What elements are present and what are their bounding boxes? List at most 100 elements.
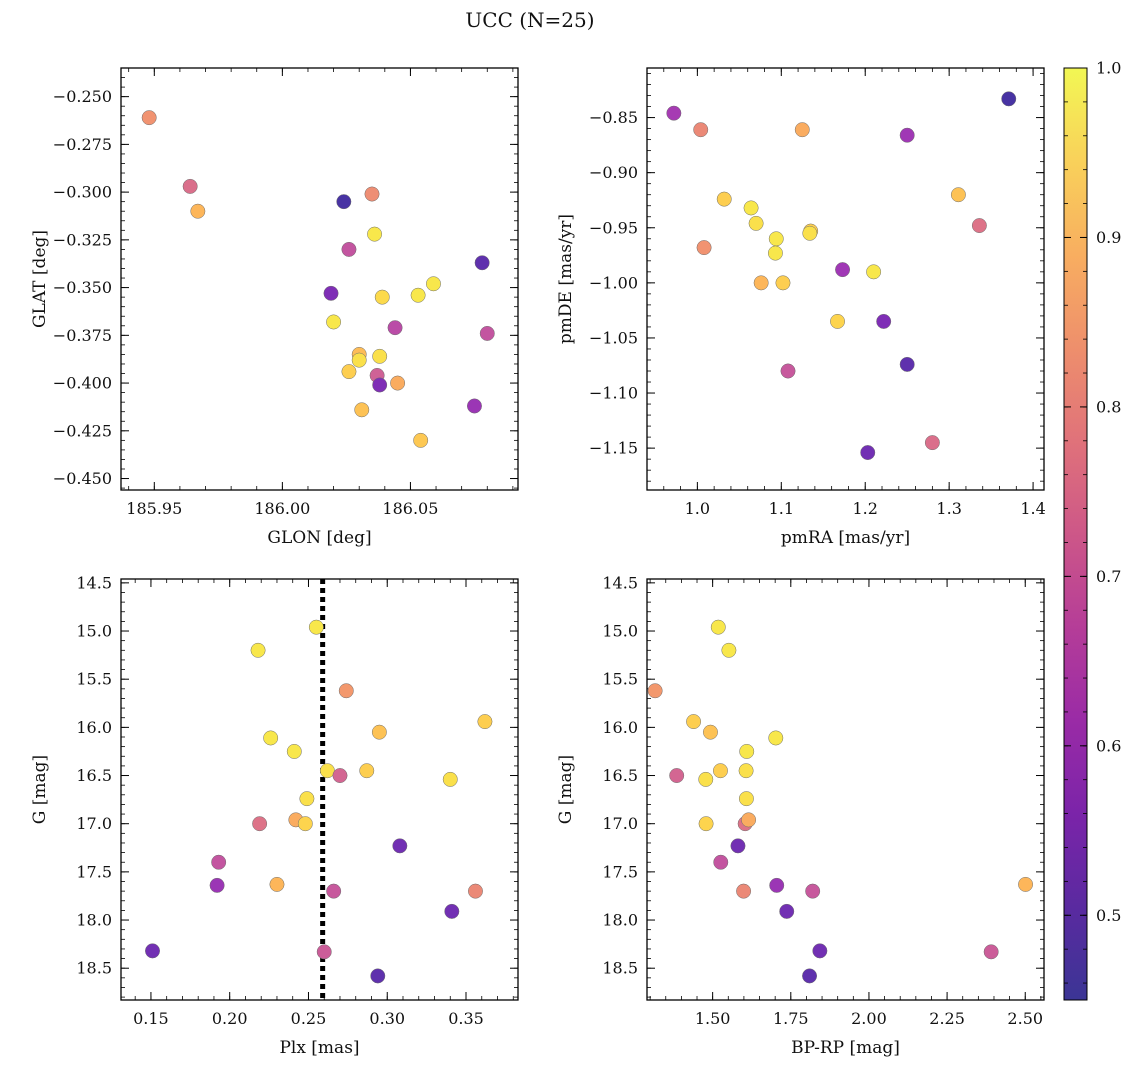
data-point xyxy=(866,264,882,280)
plot-frame xyxy=(646,67,1045,491)
data-point xyxy=(474,255,490,271)
y-tick-label: −0.425 xyxy=(53,421,112,440)
data-point xyxy=(319,763,335,779)
y-tick-label: −0.85 xyxy=(589,108,638,127)
data-point xyxy=(794,122,810,138)
data-point xyxy=(721,642,737,658)
data-point xyxy=(372,348,388,364)
x-tick-label: 1.0 xyxy=(685,499,710,518)
x-tick-label: 0.30 xyxy=(369,1009,405,1028)
x-tick-label: 1.3 xyxy=(936,499,961,518)
data-point xyxy=(693,122,709,138)
data-point xyxy=(354,402,370,418)
x-tick-label: 2.25 xyxy=(929,1009,965,1028)
data-point xyxy=(802,968,818,984)
data-point xyxy=(738,763,754,779)
data-point xyxy=(647,683,663,699)
y-tick-label: −0.325 xyxy=(53,230,112,249)
x-tick-label: 0.35 xyxy=(448,1009,484,1028)
data-point xyxy=(479,325,495,341)
y-tick-label: −1.15 xyxy=(589,439,638,458)
y-axis-label: pmDE [mas/yr] xyxy=(556,214,576,344)
data-point xyxy=(748,215,764,231)
y-tick-label: 18.5 xyxy=(76,959,112,978)
data-point xyxy=(812,943,828,959)
data-point xyxy=(308,619,324,635)
data-point xyxy=(860,445,876,460)
data-point xyxy=(780,363,796,379)
data-point xyxy=(390,375,406,391)
data-point xyxy=(698,771,714,787)
data-point xyxy=(297,816,313,832)
data-point xyxy=(250,642,266,658)
x-tick-label: 0.15 xyxy=(133,1009,169,1028)
data-point xyxy=(876,313,892,329)
data-point xyxy=(686,714,702,730)
y-tick-label: −0.275 xyxy=(53,135,112,154)
data-point xyxy=(371,724,387,740)
data-point xyxy=(669,768,685,783)
y-tick-label: 16.0 xyxy=(76,718,112,737)
y-tick-label: 15.0 xyxy=(76,622,112,641)
data-point xyxy=(805,883,821,899)
y-tick-label: 17.5 xyxy=(76,862,112,881)
data-point xyxy=(316,944,332,960)
data-point xyxy=(444,903,460,919)
data-point xyxy=(775,275,791,291)
data-point xyxy=(336,194,352,210)
y-tick-label: 17.0 xyxy=(76,814,112,833)
y-tick-label: −0.350 xyxy=(53,278,112,297)
plot-frame xyxy=(120,67,519,491)
panel-top-left: 185.95 186.00 186.05 −0.250 −0.275 −0.300 −0.3… xyxy=(30,67,519,548)
data-point xyxy=(1018,876,1034,892)
data-point xyxy=(299,791,315,807)
data-point xyxy=(392,838,408,854)
data-point xyxy=(971,218,987,234)
data-point xyxy=(710,619,726,635)
data-point xyxy=(341,364,357,380)
y-tick-label: 15.5 xyxy=(602,670,638,689)
colorbar-tick-label: 0.8 xyxy=(1096,397,1121,416)
y-tick-label: −1.00 xyxy=(589,273,638,292)
data-point xyxy=(413,432,429,448)
y-tick-label: 17.0 xyxy=(602,814,638,833)
data-point xyxy=(716,191,732,207)
data-point xyxy=(983,944,999,960)
data-point xyxy=(263,730,279,746)
y-axis-label: GLAT [deg] xyxy=(30,230,50,328)
data-point xyxy=(467,398,482,414)
y-tick-label: −0.400 xyxy=(53,374,112,393)
x-tick-label: 2.00 xyxy=(851,1009,887,1028)
data-point xyxy=(741,812,757,828)
x-tick-label: 2.50 xyxy=(1007,1009,1043,1028)
colorbar-tick-label: 0.7 xyxy=(1096,567,1121,586)
data-point xyxy=(410,287,426,303)
figure-title: UCC (N=25) xyxy=(465,8,594,32)
data-point xyxy=(367,226,383,242)
x-axis-label: BP-RP [mag] xyxy=(791,1038,900,1058)
x-axis-label: pmRA [mas/yr] xyxy=(781,528,910,548)
y-tick-label: 14.5 xyxy=(602,573,638,592)
y-tick-label: −0.90 xyxy=(589,163,638,182)
data-point xyxy=(743,200,759,216)
x-tick-label: 1.75 xyxy=(773,1009,809,1028)
data-point xyxy=(698,816,714,832)
data-point xyxy=(370,968,386,984)
x-tick-label: 1.50 xyxy=(695,1009,731,1028)
data-point xyxy=(835,262,851,278)
data-point xyxy=(426,276,441,292)
x-tick-label: 0.20 xyxy=(212,1009,248,1028)
data-point xyxy=(736,883,752,899)
y-tick-label: 14.5 xyxy=(76,573,112,592)
scatter-points xyxy=(647,619,1034,984)
plot-frame xyxy=(120,578,519,1001)
data-point xyxy=(899,356,915,372)
data-point xyxy=(830,313,845,329)
data-point xyxy=(767,245,783,261)
data-point xyxy=(1001,91,1017,107)
x-axis-label: Plx [mas] xyxy=(279,1038,359,1058)
scatter-points xyxy=(666,91,1017,460)
y-tick-label: −0.375 xyxy=(53,326,112,345)
y-tick-label: 15.0 xyxy=(602,622,638,641)
data-point xyxy=(190,203,206,219)
